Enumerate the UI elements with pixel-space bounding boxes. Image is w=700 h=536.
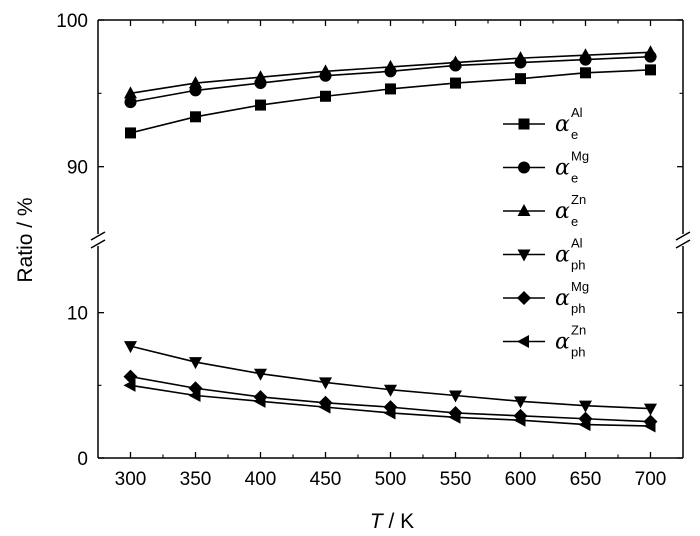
series-e-zn-point <box>189 76 202 89</box>
legend-item-e-al-marker <box>518 118 530 130</box>
series-ph-al-point <box>124 341 137 354</box>
series-ph-al <box>124 341 657 416</box>
series-ph-al-point <box>449 390 462 403</box>
x-tick-label: 550 <box>440 469 472 490</box>
series-ph-zn-point <box>513 413 526 427</box>
legend-item-ph-zn-symbol: α <box>555 330 570 355</box>
legend-item-e-mg-sup: Mg <box>571 149 589 164</box>
series-ph-al-point <box>579 400 592 413</box>
series-e-zn-point <box>124 86 137 99</box>
legend-item-ph-mg-sup: Mg <box>571 279 589 294</box>
series-ph-al-point <box>189 357 202 370</box>
series-e-zn-point <box>644 45 657 58</box>
lower-y-tick-label: 10 <box>67 304 88 325</box>
left-break-mark-2 <box>90 239 106 249</box>
legend-item-e-al-sup: Al <box>571 105 583 120</box>
upper-y-tick-label: 90 <box>67 158 88 179</box>
legend-item-ph-mg: α Mg ph <box>503 279 589 316</box>
legend-item-ph-al-symbol: α <box>555 243 570 268</box>
series-e-al-point <box>385 83 396 95</box>
legend-item-ph-zn-sub: ph <box>571 345 585 360</box>
legend-item-e-mg-sub: e <box>571 171 578 186</box>
series-e-zn-point <box>449 55 462 68</box>
legend-item-e-mg-symbol: α <box>555 156 570 181</box>
legend-item-e-mg-marker <box>518 161 530 174</box>
legend-item-e-zn-sup: Zn <box>571 192 586 207</box>
series-e-zn <box>124 45 657 99</box>
series-ph-zn <box>123 378 656 433</box>
series-ph-zn-point <box>318 400 331 414</box>
series-ph-zn-point <box>188 389 201 403</box>
series-e-al-point <box>320 90 331 102</box>
x-axis-label-var: T <box>370 510 385 533</box>
series-e-zn-point <box>384 59 397 72</box>
series-e-al-point <box>125 127 136 139</box>
series-e-zn-point <box>254 70 267 83</box>
series-e-al-point <box>255 99 266 111</box>
right-break-mark-2 <box>675 239 691 249</box>
legend-item-e-mg: α Mg e <box>503 149 589 186</box>
left-break-mark-1 <box>90 231 106 241</box>
upper-y-tick-label: 100 <box>56 11 88 32</box>
series-e-mg-point <box>124 96 137 109</box>
x-tick-label: 450 <box>310 469 342 490</box>
x-tick-label: 700 <box>635 469 667 490</box>
series-ph-zn-point <box>578 418 591 432</box>
series-e-al-point <box>580 67 591 79</box>
legend-item-ph-al-sup: Al <box>571 236 583 251</box>
x-tick-label: 500 <box>375 469 407 490</box>
legend-item-e-al: α Al e <box>503 105 583 142</box>
axes: 300 350 400 450 500 550 600 650 700 90 100 0 10 <box>56 11 691 490</box>
legend-item-ph-mg-symbol: α <box>555 286 570 311</box>
legend-item-ph-mg-marker <box>517 291 531 305</box>
series-e-zn-point <box>514 51 527 64</box>
series-ph-zn-point <box>383 406 396 420</box>
legend-item-ph-al: α Al ph <box>503 236 585 273</box>
series-e-al-point <box>515 73 526 85</box>
legend-item-e-al-symbol: α <box>555 112 570 137</box>
legend-item-ph-zn-marker <box>517 335 529 348</box>
legend-item-ph-zn: α Zn ph <box>503 323 586 360</box>
series-ph-zn-point <box>448 410 461 424</box>
series-ph-mg <box>123 369 658 429</box>
series-layer <box>123 45 658 433</box>
legend-item-e-zn-marker <box>517 204 531 216</box>
series-ph-al-point <box>514 396 527 409</box>
legend-item-ph-al-marker <box>517 249 531 262</box>
legend-item-e-al-sub: e <box>571 127 578 142</box>
series-ph-al-point <box>644 403 657 416</box>
x-tick-label: 300 <box>115 469 147 490</box>
legend-item-ph-mg-sub: ph <box>571 301 585 316</box>
series-e-zn-point <box>579 48 592 61</box>
series-e-al-point <box>450 77 461 89</box>
lower-y-tick-label: 0 <box>77 449 88 470</box>
legend-item-e-zn: α Zn e <box>503 192 586 229</box>
x-tick-label: 400 <box>245 469 277 490</box>
series-e-al-point <box>645 64 656 76</box>
x-tick-label: 350 <box>180 469 212 490</box>
series-ph-zn-point <box>253 394 266 408</box>
series-ph-zn-point <box>643 419 656 433</box>
series-e-zn-point <box>319 64 332 77</box>
right-break-mark-1 <box>675 231 691 241</box>
series-ph-al-point <box>254 368 267 381</box>
legend-item-e-zn-sub: e <box>571 214 578 229</box>
y-axis-label: Ratio / % <box>14 197 37 282</box>
legend-item-ph-al-sub: ph <box>571 258 585 273</box>
series-e-mg <box>124 50 657 109</box>
legend-item-ph-zn-sup: Zn <box>571 323 586 338</box>
x-tick-label: 600 <box>505 469 537 490</box>
series-e-al-line <box>130 69 651 134</box>
x-tick-label: 650 <box>570 469 602 490</box>
series-e-al-point <box>190 111 201 123</box>
series-ph-al-point <box>384 384 397 397</box>
legend-item-e-zn-symbol: α <box>555 199 570 224</box>
series-e-al <box>125 64 656 139</box>
series-ph-al-point <box>319 377 332 390</box>
x-axis-label: T / K <box>370 510 414 533</box>
x-axis-label-unit: / K <box>383 510 415 533</box>
series-ph-zn-point <box>123 378 136 392</box>
